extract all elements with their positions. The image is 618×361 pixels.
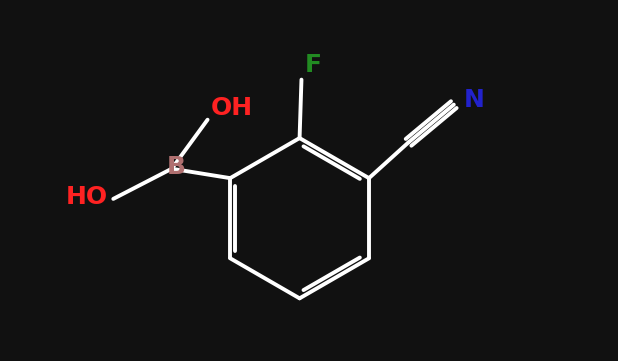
Text: N: N bbox=[464, 88, 485, 112]
Text: F: F bbox=[304, 53, 321, 78]
Text: B: B bbox=[167, 155, 186, 179]
Text: HO: HO bbox=[66, 185, 108, 209]
Text: OH: OH bbox=[211, 96, 253, 120]
